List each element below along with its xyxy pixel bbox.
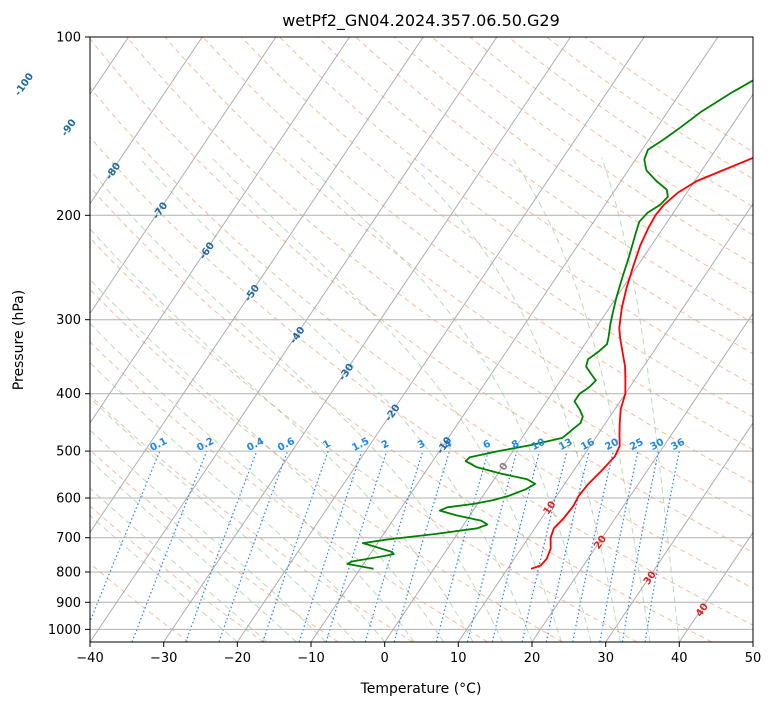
- x-tick-label: −40: [76, 651, 103, 666]
- moist-adiabat: [90, 278, 445, 642]
- x-tick-label: 50: [745, 651, 762, 666]
- x-tick-label: 10: [450, 651, 467, 666]
- profile-series: [346, 79, 753, 570]
- dewpoint-profile-line: [346, 79, 753, 570]
- x-tick-label: 0: [381, 651, 389, 666]
- isotherm-line: [605, 422, 753, 642]
- dry-adiabat: [90, 505, 264, 642]
- mixing-ratio-label: 2: [380, 438, 391, 451]
- dry-adiabat: [279, 37, 753, 386]
- y-tick-label: 700: [56, 531, 81, 546]
- y-tick-label: 1000: [48, 623, 81, 638]
- mixing-ratio-line: [364, 450, 424, 642]
- isotherm-line: [384, 93, 753, 642]
- dry-adiabat: [90, 237, 638, 642]
- chart-title: wetPf2_GN04.2024.357.06.50.G29: [282, 11, 560, 31]
- mixing-ratio-line: [298, 450, 363, 642]
- dry-adiabat: [90, 288, 563, 642]
- dry-adiabat: [508, 37, 753, 208]
- dry-adiabat: [240, 37, 753, 418]
- dry-adiabat: [90, 136, 753, 626]
- isotherm-line: [678, 531, 753, 642]
- mixing-ratio-line: [491, 450, 541, 642]
- isotherm-line: [90, 37, 424, 534]
- dry-adiabat: [546, 37, 753, 180]
- mixing-ratio-line: [262, 450, 329, 642]
- isotherm-line: [457, 202, 753, 642]
- mixing-ratio-line: [325, 450, 388, 642]
- y-tick-label: 600: [56, 492, 81, 507]
- dry-adiabat: [90, 37, 753, 553]
- mixing-ratio-line: [218, 450, 289, 642]
- x-tick-label: −10: [297, 651, 324, 666]
- mixing-ratio-line: [521, 450, 568, 642]
- y-tick-label: 800: [56, 566, 81, 581]
- x-tick-label: 30: [597, 651, 614, 666]
- mixing-ratio-line: [466, 450, 518, 642]
- isotherm-line: [531, 312, 753, 642]
- x-axis-title: Temperature (°C): [360, 681, 482, 697]
- dry-adiabat: [393, 37, 753, 294]
- y-tick-label: 400: [56, 387, 81, 402]
- mixing-ratio-label: 4: [443, 438, 454, 451]
- isotherm-line: [752, 641, 753, 642]
- mixing-ratio-label: 3: [416, 438, 427, 451]
- isotherm-label: -100: [13, 71, 36, 98]
- isotherm-line: [90, 37, 350, 424]
- temperature-profile-line: [530, 156, 753, 570]
- plot-background: [90, 37, 753, 642]
- x-tick-label: 20: [524, 651, 541, 666]
- mixing-ratio-line: [572, 450, 614, 642]
- isotherm-line: [163, 37, 571, 642]
- pressure-gridlines: [90, 37, 753, 630]
- isotherm-line: [90, 37, 203, 205]
- dry-adiabat: [90, 449, 339, 642]
- x-tick-label: −20: [224, 651, 251, 666]
- mixing-ratio-label: 8: [510, 438, 521, 451]
- isotherm-line: [90, 37, 498, 642]
- mixing-ratio-line: [545, 450, 590, 642]
- isotherm-line: [0, 37, 55, 642]
- dry-adiabat: [90, 86, 753, 589]
- x-tick-label: −30: [150, 651, 177, 666]
- isotherm-line: [236, 37, 645, 642]
- isotherm-line: [90, 37, 277, 315]
- x-tick-label: 40: [671, 651, 688, 666]
- y-tick-label: 300: [56, 313, 81, 328]
- moist-adiabat: [90, 459, 297, 642]
- mixing-ratio-label: 6: [482, 438, 493, 451]
- plot-frame: [89, 36, 754, 643]
- dry-adiabat: [355, 37, 753, 324]
- moist-adiabat: [90, 322, 415, 642]
- dry-adiabat: [317, 37, 753, 355]
- mixing-ratio-line: [599, 450, 639, 642]
- y-axis-ticks: 100 200 300 400 500 600 700 800 900 1000: [48, 31, 90, 638]
- y-tick-label: 100: [56, 31, 81, 46]
- y-tick-label: 200: [56, 209, 81, 224]
- mixing-ratio-line: [393, 450, 451, 642]
- y-tick-label: 900: [56, 596, 81, 611]
- y-tick-label: 500: [56, 445, 81, 460]
- isotherm-label: -90: [59, 117, 78, 138]
- mixing-ratio-line: [435, 450, 489, 642]
- moist-adiabat: [90, 429, 327, 642]
- moist-adiabat: [601, 157, 680, 642]
- mixing-ratio-label: 1: [321, 438, 332, 451]
- mixing-ratio-line: [621, 450, 660, 642]
- y-axis-title: Pressure (hPa): [11, 290, 27, 390]
- mixing-ratio-line: [644, 450, 680, 642]
- x-axis-ticks: −40 −30 −20 −10 0 10 20 30 40 50: [76, 642, 761, 666]
